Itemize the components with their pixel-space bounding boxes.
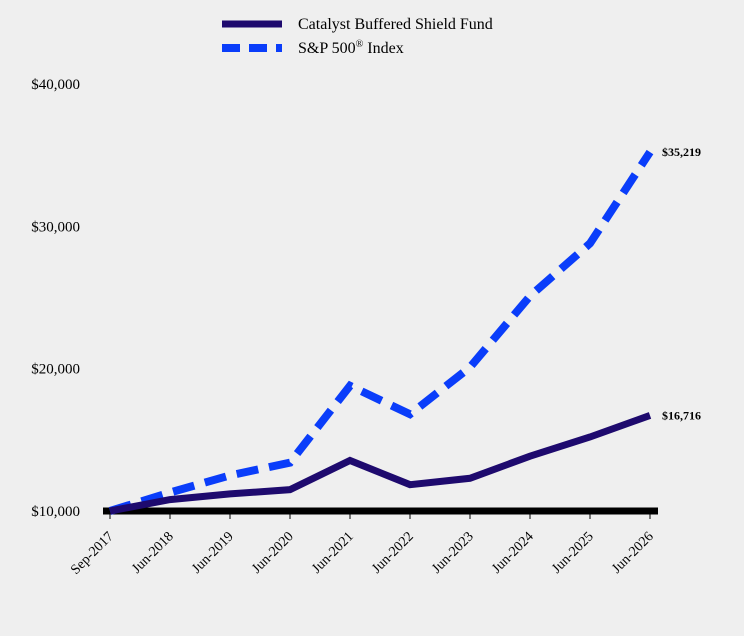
x-tick-label: Jun-2026	[609, 529, 656, 576]
x-tick-label: Jun-2019	[189, 529, 236, 576]
x-tick-label: Jun-2024	[489, 529, 536, 576]
x-tick-label: Jun-2020	[249, 529, 296, 576]
x-tick-label: Jun-2023	[429, 529, 476, 576]
x-tick-label: Jun-2022	[369, 529, 416, 576]
y-tick-label: $10,000	[31, 504, 80, 520]
end-value-label: $35,219	[662, 145, 701, 159]
legend-label: Catalyst Buffered Shield Fund	[298, 16, 493, 33]
x-tick-label: Sep-2017	[68, 529, 117, 578]
chart-legend: Catalyst Buffered Shield Fund S&P 500® In…	[222, 16, 493, 57]
series-layer	[108, 149, 654, 515]
end-value-label: $16,716	[662, 408, 701, 422]
end-labels: $16,716 $35,219	[662, 145, 701, 422]
y-tick-label: $30,000	[31, 219, 80, 235]
x-tick-label: Jun-2025	[549, 529, 596, 576]
legend-label: S&P 500® Index	[298, 39, 404, 57]
fund-line	[109, 412, 652, 515]
y-tick-label: $40,000	[31, 77, 80, 93]
x-tick-label: Jun-2021	[309, 529, 356, 576]
y-tick-label: $20,000	[31, 362, 80, 378]
x-tick-label: Jun-2018	[129, 529, 176, 576]
sp500-index-line	[108, 149, 654, 515]
y-axis: $10,000 $20,000 $30,000 $40,000	[31, 77, 80, 520]
x-axis: Sep-2017 Jun-2018 Jun-2019 Jun-2020 Jun-2021…	[68, 507, 658, 578]
